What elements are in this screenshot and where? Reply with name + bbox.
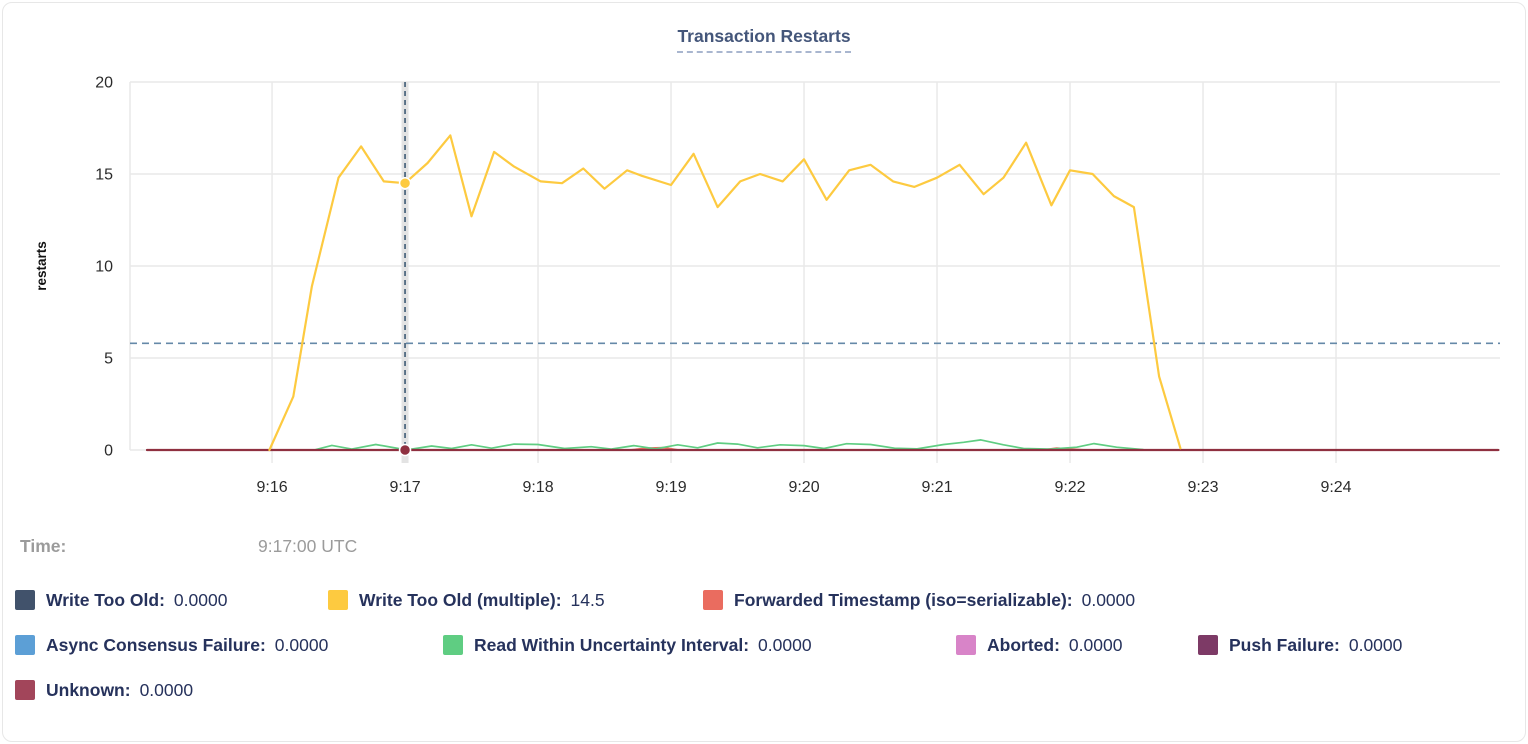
svg-text:9:17: 9:17	[389, 479, 420, 496]
transaction-restarts-chart[interactable]: 0 5 10 15 20 9:16 9:17 9:18 9:19 9:20 9:21 9:22 9:23…	[0, 40, 1528, 552]
svg-text:9:24: 9:24	[1320, 479, 1351, 496]
legend-label: Read Within Uncertainty Interval:	[474, 634, 750, 655]
svg-text:9:23: 9:23	[1187, 479, 1218, 496]
legend-value: 0.0000	[173, 589, 228, 610]
svg-text:9:22: 9:22	[1054, 479, 1085, 496]
svg-text:9:16: 9:16	[256, 479, 287, 496]
legend-item-unknown: Unknown: 0.0000	[15, 678, 193, 702]
legend-value: 0.0000	[1068, 634, 1123, 655]
legend-swatch-read-within-uncertainty-interval	[443, 635, 463, 655]
svg-text:restarts: restarts	[34, 241, 49, 291]
legend-item-forwarded-timestamp: Forwarded Timestamp (iso=serializable): …	[703, 588, 1135, 612]
svg-text:9:19: 9:19	[655, 479, 686, 496]
legend-label: Async Consensus Failure:	[46, 634, 266, 655]
legend-swatch-write-too-old	[15, 590, 35, 610]
legend-item-write-too-old: Write Too Old: 0.0000	[15, 588, 227, 612]
svg-text:9:18: 9:18	[522, 479, 553, 496]
legend-swatch-async-consensus-failure	[15, 635, 35, 655]
svg-text:5: 5	[104, 351, 113, 368]
legend-label: Unknown:	[46, 679, 131, 700]
legend-value: 0.0000	[1348, 634, 1403, 655]
legend-swatch-forwarded-timestamp	[703, 590, 723, 610]
svg-text:20: 20	[95, 75, 113, 92]
tooltip-time-value: 9:17:00 UTC	[258, 536, 358, 556]
legend-value: 0.0000	[758, 634, 812, 655]
legend-swatch-write-too-old-multiple	[328, 590, 348, 610]
legend-label: Write Too Old (multiple):	[359, 589, 562, 610]
legend-value: 0.0000	[1081, 589, 1136, 610]
legend-swatch-aborted	[956, 635, 976, 655]
legend-item-read-within-uncertainty-interval: Read Within Uncertainty Interval: 0.0000	[443, 633, 812, 657]
legend-label: Push Failure:	[1229, 634, 1340, 655]
chart-header: Transaction Restarts	[0, 26, 1528, 53]
svg-text:9:21: 9:21	[921, 479, 952, 496]
legend-value: 0.0000	[274, 634, 329, 655]
legend-label: Write Too Old:	[46, 589, 165, 610]
svg-text:0: 0	[104, 443, 113, 460]
svg-text:15: 15	[95, 167, 113, 184]
svg-text:10: 10	[95, 259, 113, 276]
tooltip-time-label: Time:	[20, 536, 67, 556]
legend-item-push-failure: Push Failure: 0.0000	[1198, 633, 1402, 657]
legend-value: 14.5	[570, 589, 605, 610]
legend-item-aborted: Aborted: 0.0000	[956, 633, 1122, 657]
chart-title[interactable]: Transaction Restarts	[677, 26, 851, 53]
legend-item-write-too-old-multiple: Write Too Old (multiple): 14.5	[328, 588, 605, 612]
legend-value: 0.0000	[139, 679, 194, 700]
legend-item-async-consensus-failure: Async Consensus Failure: 0.0000	[15, 633, 328, 657]
legend-swatch-push-failure	[1198, 635, 1218, 655]
svg-text:9:20: 9:20	[788, 479, 819, 496]
legend-label: Forwarded Timestamp (iso=serializable):	[734, 589, 1073, 610]
legend-label: Aborted:	[987, 634, 1060, 655]
legend-swatch-unknown	[15, 680, 35, 700]
